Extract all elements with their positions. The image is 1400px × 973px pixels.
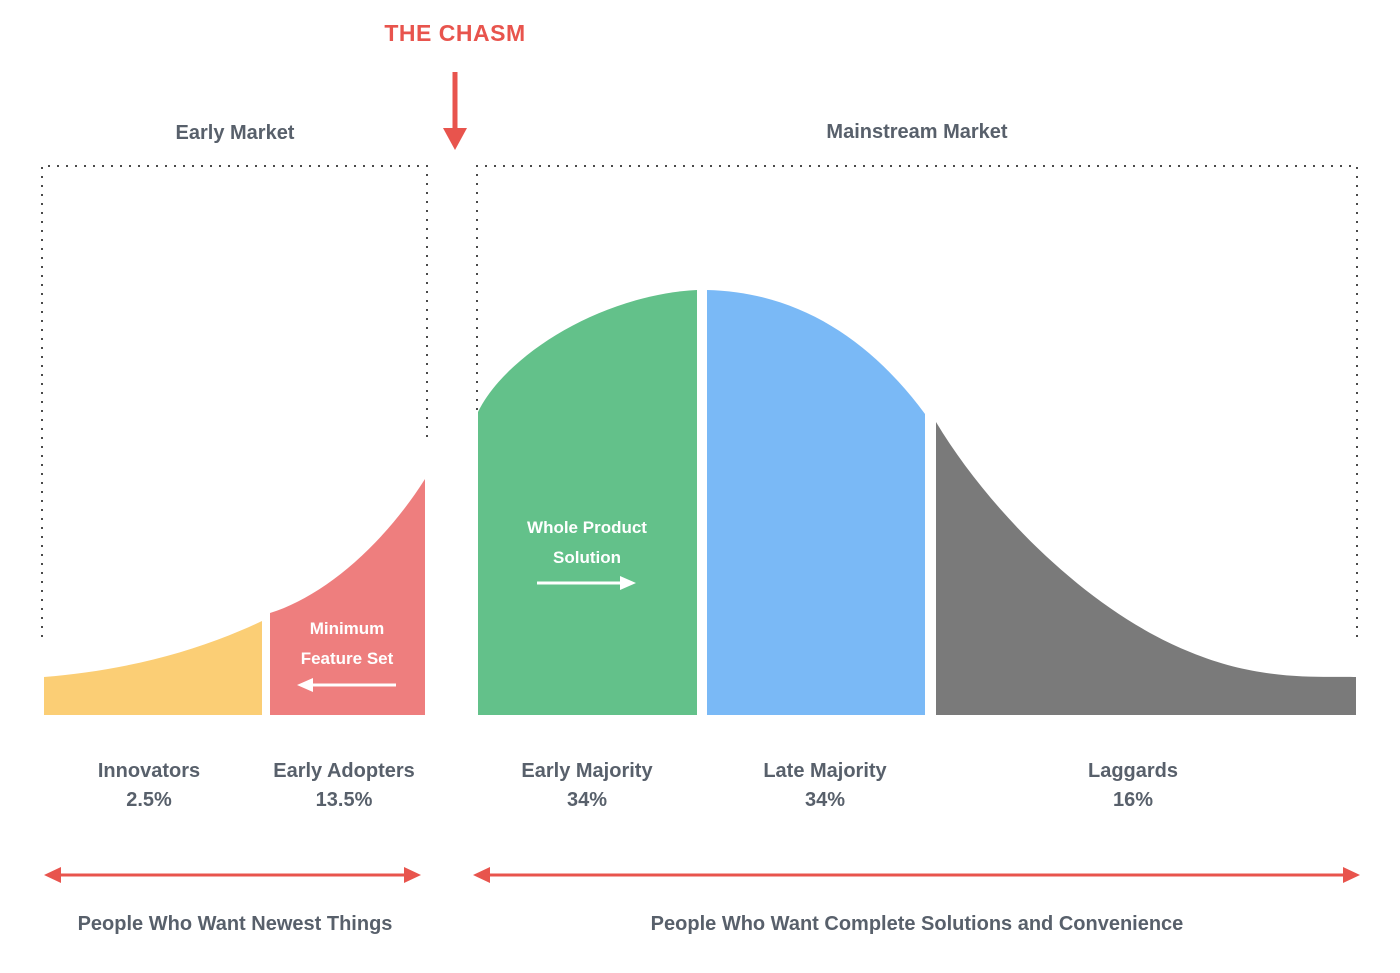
segment-label-early-adopters: Early Adopters 13.5% [273, 757, 415, 815]
segment-name: Laggards [1087, 760, 1179, 782]
segment-label-laggards: Laggards 16% [1088, 757, 1178, 815]
segment-name: Early Majority [521, 760, 653, 782]
early-market-label: Early Market [175, 122, 295, 144]
segment-early-adopters-area [270, 479, 425, 715]
segment-label-innovators: Innovators 2.5% [98, 757, 200, 815]
segment-name: Innovators [97, 760, 201, 782]
mainstream-market-box [476, 165, 1358, 637]
early-market-audience-label: People Who Want Newest Things [77, 913, 393, 935]
chasm-title: THE CHASM [384, 20, 526, 46]
segment-share: 16% [1112, 789, 1154, 811]
segment-share: 34% [566, 789, 608, 811]
annotation-line: Minimum [309, 619, 385, 638]
segment-name: Late Majority [763, 760, 887, 782]
segment-innovators-area [44, 621, 262, 715]
segment-name: Early Adopters [273, 760, 415, 782]
whole-product-solution-annotation: Whole Product Solution [527, 513, 647, 573]
early-market-range-arrow-icon [44, 867, 421, 883]
segment-share: 2.5% [126, 789, 172, 811]
annotation-line: Whole Product [527, 518, 647, 537]
minimum-feature-set-annotation: Minimum Feature Set [301, 614, 394, 674]
segment-label-late-majority: Late Majority 34% [763, 757, 886, 815]
segment-laggards-area [936, 422, 1356, 715]
segment-share: 13.5% [315, 789, 373, 811]
annotation-line: Feature Set [300, 649, 394, 668]
annotation-line: Solution [553, 548, 621, 567]
segment-label-early-majority: Early Majority 34% [521, 757, 652, 815]
mainstream-market-label: Mainstream Market [826, 121, 1008, 143]
segment-early-majority-area [478, 290, 697, 715]
early-market-box [41, 165, 428, 637]
minimum-feature-set-arrow-left-icon [297, 678, 396, 692]
mainstream-market-audience-label: People Who Want Complete Solutions and C… [650, 913, 1184, 935]
segment-late-majority-area [707, 290, 925, 715]
segment-share: 34% [804, 789, 846, 811]
mainstream-market-range-arrow-icon [473, 867, 1360, 883]
chasm-arrow-down-icon [443, 72, 467, 150]
whole-product-solution-arrow-right-icon [537, 576, 636, 590]
